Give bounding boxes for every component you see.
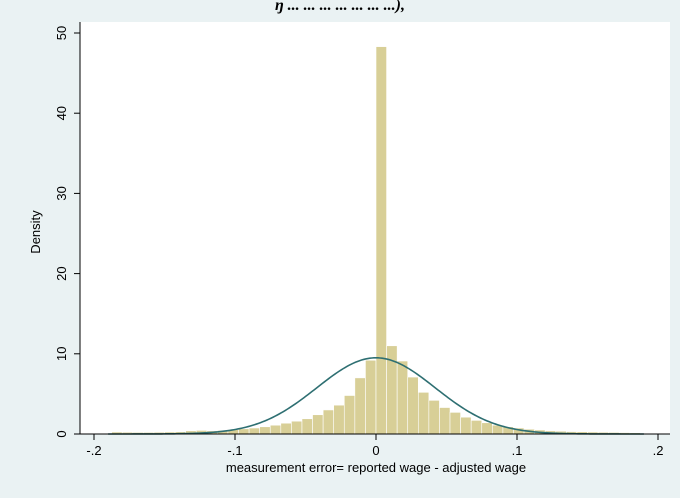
histogram-bar: [248, 427, 260, 435]
histogram-bar: [396, 360, 409, 435]
normal-density-curve: [108, 357, 644, 435]
histogram-bar: [322, 409, 335, 435]
histogram-bar: [354, 377, 366, 435]
y-tick-label: 40: [54, 106, 69, 120]
histogram-bar: [343, 395, 356, 435]
histogram-bar: [417, 391, 430, 435]
histogram-bar: [312, 414, 324, 435]
histogram-bar: [333, 404, 345, 435]
histogram-bar: [365, 359, 377, 435]
histogram-bar: [449, 412, 461, 435]
histogram-bar: [481, 422, 493, 435]
y-axis-label: Density: [28, 210, 43, 254]
y-tick-label: 10: [54, 347, 69, 361]
histogram-bar: [291, 420, 303, 435]
y-tick-label: 0: [54, 430, 69, 437]
histogram-bar: [470, 420, 483, 435]
histogram-bar: [301, 418, 313, 435]
histogram-bar: [259, 426, 271, 435]
histogram-bar: [439, 407, 451, 435]
x-tick-label: -.2: [86, 443, 101, 458]
y-tick-label: 20: [54, 266, 69, 280]
histogram-bar: [460, 416, 472, 435]
histogram-bar: [407, 376, 419, 435]
y-tick-label: 50: [54, 26, 69, 40]
header-fragment: ŋ ... ... ... ... ... ... ...),: [275, 0, 405, 14]
histogram-bar: [238, 428, 250, 435]
histogram-bar: [375, 46, 387, 435]
x-tick-label: .2: [653, 443, 664, 458]
histogram-bar: [269, 424, 282, 435]
histogram-bar: [428, 400, 440, 435]
x-tick-label: .1: [512, 443, 523, 458]
y-axis-ticks: 0 10 20 30 40 50: [54, 26, 80, 438]
x-axis-ticks: -.2 -.1 0 .1 .2: [86, 434, 663, 458]
y-tick-label: 30: [54, 186, 69, 200]
x-tick-label: 0: [372, 443, 379, 458]
histogram-bar: [280, 422, 292, 435]
x-tick-label: -.1: [227, 443, 242, 458]
x-axis-label: measurement error= reported wage - adjus…: [226, 460, 526, 475]
